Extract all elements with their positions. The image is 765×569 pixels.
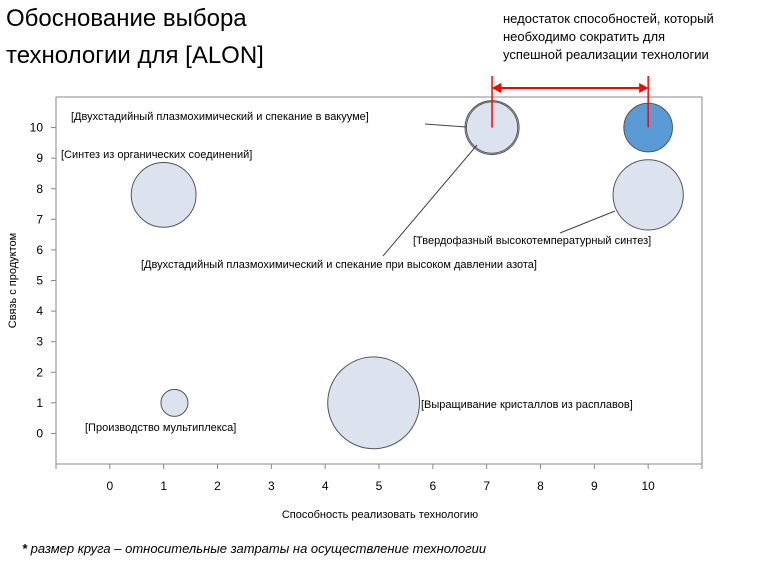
y-tick-label: 7 (36, 212, 43, 226)
bubble-point (130, 161, 197, 228)
x-tick-label: 3 (268, 479, 275, 493)
point-label: [Производство мультиплекса] (85, 422, 236, 434)
point-label: [Двухстадийный плазмохимический и спекан… (71, 111, 369, 123)
slide-title: Обоснование выбора технологии для [ALON] (6, 0, 264, 74)
y-tick-label: 10 (30, 121, 44, 135)
slide-title-line-2: технологии для [ALON] (6, 42, 264, 69)
gap-arrowhead-left (492, 83, 502, 93)
y-tick-label: 4 (36, 304, 43, 318)
x-tick-label: 10 (641, 479, 655, 493)
y-tick-label: 5 (36, 274, 43, 288)
x-tick-label: 6 (429, 479, 436, 493)
x-tick-label: 7 (483, 479, 490, 493)
bubble-point (612, 159, 684, 231)
y-tick-label: 8 (36, 182, 43, 196)
x-tick-label: 4 (322, 479, 329, 493)
y-tick-label: 9 (36, 151, 43, 165)
point-label: [Синтез из органических соединений] (61, 149, 252, 161)
y-tick-label: 2 (36, 365, 43, 379)
y-tick-label: 3 (36, 335, 43, 349)
x-tick-label: 2 (214, 479, 221, 493)
footnote: * размер круга – относительные затраты н… (22, 541, 486, 556)
leader-line (424, 123, 467, 128)
x-tick-label: 1 (160, 479, 167, 493)
x-tick-label: 9 (591, 479, 598, 493)
x-tick-label: 8 (537, 479, 544, 493)
axes-layer: 0 1 2 3 4 5 6 7 8 9 10 0 1 2 3 4 5 6 7 8 9 10 (30, 96, 703, 493)
bubble-point (160, 388, 189, 417)
footnote-mark: * (22, 541, 28, 556)
x-tick-label: 5 (376, 479, 383, 493)
point-labels-layer: [Двухстадийный плазмохимический и спекан… (61, 111, 651, 434)
slide-title-line-1: Обоснование выбора (6, 5, 247, 32)
bubble-point (327, 356, 421, 450)
gap-note-line-2: необходимо сократить для (503, 29, 666, 44)
leader-lines-layer (382, 123, 616, 257)
footnote-text: размер круга – относительные затраты на … (27, 541, 487, 556)
point-label: [Двухстадийный плазмохимический и спекан… (141, 259, 537, 271)
gap-arrowhead-right (639, 83, 649, 93)
y-axis-label: Связь с продуктом (7, 233, 19, 328)
y-tick-label: 6 (36, 243, 43, 257)
gap-note: недостаток способностей, который необход… (503, 10, 714, 64)
leader-line (559, 210, 616, 234)
gap-note-line-1: недостаток способностей, который (503, 11, 714, 26)
point-label: [Выращивание кристаллов из расплавов] (421, 399, 633, 411)
leader-line (382, 144, 478, 257)
gap-arrow (491, 76, 649, 128)
x-tick-label: 0 (106, 479, 113, 493)
gap-note-line-3: успешной реализации технологии (503, 47, 709, 62)
point-label: [Твердофазный высокотемпературный синтез… (413, 235, 651, 247)
x-axis-label: Способность реализовать технологию (282, 509, 478, 521)
y-tick-label: 0 (36, 426, 43, 440)
y-tick-label: 1 (36, 396, 43, 410)
